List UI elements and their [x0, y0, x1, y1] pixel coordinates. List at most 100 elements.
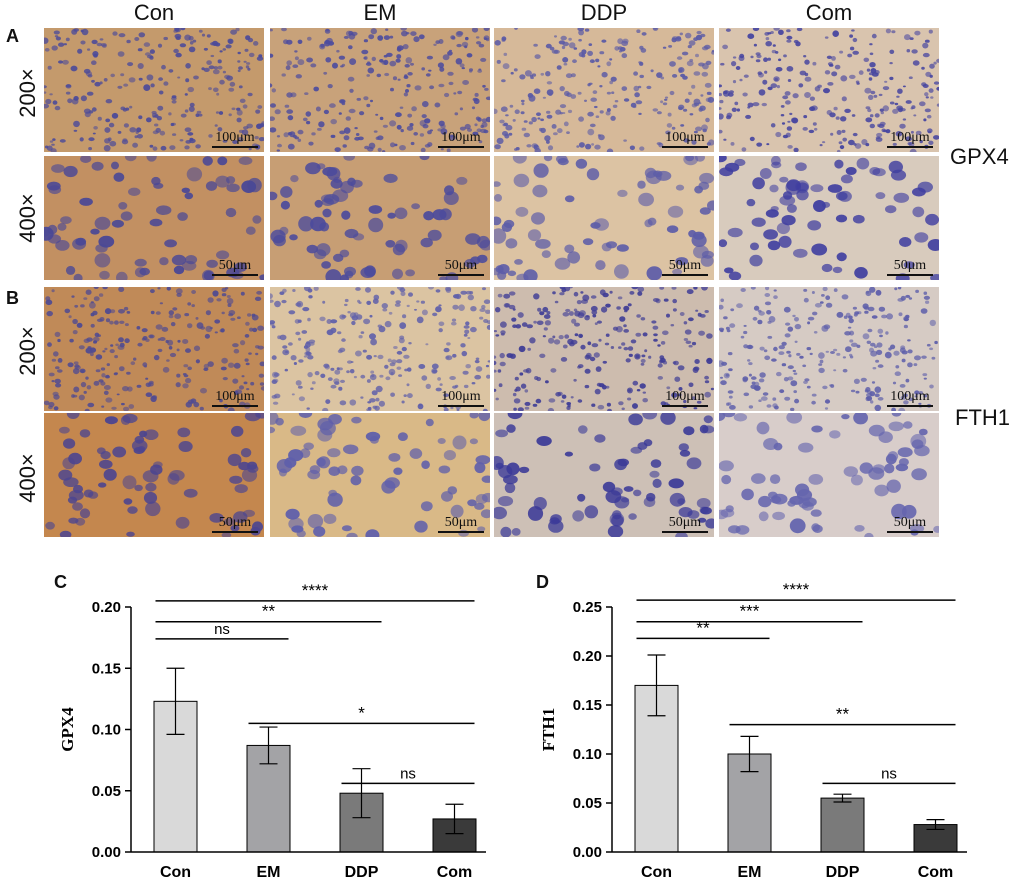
ihc-image-a-high-con: 50μm [44, 156, 264, 280]
scale-bar-label: 100μm [665, 389, 705, 404]
x-tick-label: EM [257, 864, 281, 881]
ihc-image-b-high-em: 50μm [270, 413, 490, 537]
scale-bar-label: 100μm [665, 130, 705, 145]
panel-letter-b: B [6, 288, 19, 308]
scale-bar: 50μm [662, 515, 708, 533]
marker-label-fth1: FTH1 [955, 405, 1010, 430]
y-tick-label: 0.10 [92, 722, 121, 739]
significance-label: ns [400, 765, 416, 782]
scale-bar-label: 50μm [218, 515, 252, 530]
scale-bar-label: 50μm [444, 515, 478, 530]
scale-bar-label: 50μm [218, 258, 252, 273]
bar-ddp [820, 797, 865, 853]
ihc-image-b-low-ddp: 100μm [494, 287, 714, 411]
y-tick-label: 0.00 [573, 844, 602, 861]
mag-label-a-200: 200× [15, 68, 40, 118]
x-tick-label: DDP [826, 864, 860, 881]
scale-bar-label: 50μm [668, 515, 702, 530]
scale-bar-line [887, 405, 933, 407]
significance-label: * [358, 703, 365, 722]
y-tick-label: 0.20 [92, 599, 121, 616]
y-tick-label: 0.10 [573, 746, 602, 763]
bar-con [153, 700, 198, 853]
x-tick-label: Com [918, 864, 954, 881]
scale-bar-line [438, 274, 484, 276]
scale-bar-line [212, 405, 258, 407]
scale-bar-line [438, 146, 484, 148]
scale-bar-line [662, 531, 708, 533]
column-label-em: EM [363, 0, 397, 25]
scale-bar-line [212, 274, 258, 276]
y-tick-label: 0.20 [573, 648, 602, 665]
scale-bar: 100μm [887, 130, 933, 148]
significance-label: **** [783, 580, 810, 599]
chart-svg: 0.00 0.05 0.10 0.15 0.20 0.25 FTH1 Con EM DDP Com *… [539, 580, 967, 881]
scale-bar-label: 100μm [890, 130, 930, 145]
mag-label-a-400: 400× [15, 193, 40, 243]
y-tick-label: 0.05 [92, 783, 121, 800]
ihc-image-a-low-ddp: 100μm [494, 28, 714, 152]
ihc-image-a-high-em: 50μm [270, 156, 490, 280]
scale-bar: 50μm [212, 258, 258, 276]
panel-letter-d: D [536, 572, 549, 592]
scale-bar-line [438, 531, 484, 533]
scale-bar: 50μm [438, 258, 484, 276]
scale-bar-label: 50μm [444, 258, 478, 273]
y-tick-label: 0.05 [573, 795, 602, 812]
ihc-image-b-high-ddp: 50μm [494, 413, 714, 537]
scale-bar-line [887, 274, 933, 276]
chart-d-fth1: 0.00 0.05 0.10 0.15 0.20 0.25 FTH1 Con EM DDP Com *… [505, 565, 1020, 887]
scale-bar: 50μm [662, 258, 708, 276]
significance-label: ** [262, 602, 276, 621]
panel-letter-c: C [54, 572, 67, 592]
scale-bar-label: 100μm [441, 389, 481, 404]
scale-bar: 50μm [438, 515, 484, 533]
scale-bar: 100μm [212, 130, 258, 148]
scale-bar-line [662, 274, 708, 276]
significance-label: ** [696, 618, 710, 637]
x-tick-label: Com [437, 864, 473, 881]
significance-label: **** [302, 581, 329, 600]
x-tick-label: Con [160, 864, 191, 881]
scale-bar-line [662, 146, 708, 148]
ihc-image-a-high-com: 50μm [719, 156, 939, 280]
scale-bar-line [887, 531, 933, 533]
ihc-image-a-low-em: 100μm [270, 28, 490, 152]
scale-bar-line [212, 146, 258, 148]
scale-bar-line [438, 405, 484, 407]
scale-bar: 100μm [662, 130, 708, 148]
x-tick-label: EM [738, 864, 762, 881]
chart-c-gpx4: 0.00 0.05 0.10 0.15 0.20 GPX4 Con EM DDP Com ns ** *… [0, 565, 500, 887]
significance-label: ns [881, 765, 897, 782]
scale-bar: 100μm [887, 389, 933, 407]
x-tick-label: DDP [345, 864, 379, 881]
y-tick-label: 0.15 [92, 660, 121, 677]
y-axis-label: GPX4 [58, 707, 77, 752]
ihc-image-b-high-con: 50μm [44, 413, 264, 537]
scale-bar-label: 50μm [893, 515, 927, 530]
scale-bar-label: 100μm [441, 130, 481, 145]
scale-bar-label: 100μm [890, 389, 930, 404]
scale-bar-line [887, 146, 933, 148]
ihc-image-a-high-ddp: 50μm [494, 156, 714, 280]
y-tick-label: 0.25 [573, 599, 602, 616]
ihc-image-a-low-con: 100μm [44, 28, 264, 152]
x-tick-label: Con [641, 864, 672, 881]
scale-bar: 100μm [662, 389, 708, 407]
ihc-image-a-low-com: 100μm [719, 28, 939, 152]
y-axis-label: FTH1 [539, 708, 558, 751]
panel-letter-a: A [6, 26, 19, 46]
significance-label: ns [214, 621, 230, 638]
scale-bar-label: 50μm [893, 258, 927, 273]
ihc-image-b-high-com: 50μm [719, 413, 939, 537]
scale-bar: 50μm [212, 515, 258, 533]
scale-bar: 50μm [887, 258, 933, 276]
scale-bar: 50μm [887, 515, 933, 533]
scale-bar: 100μm [438, 130, 484, 148]
scale-bar: 100μm [438, 389, 484, 407]
y-tick-label: 0.00 [92, 844, 121, 861]
ihc-image-b-low-em: 100μm [270, 287, 490, 411]
scale-bar-label: 100μm [215, 389, 255, 404]
column-label-ddp: DDP [580, 0, 628, 25]
